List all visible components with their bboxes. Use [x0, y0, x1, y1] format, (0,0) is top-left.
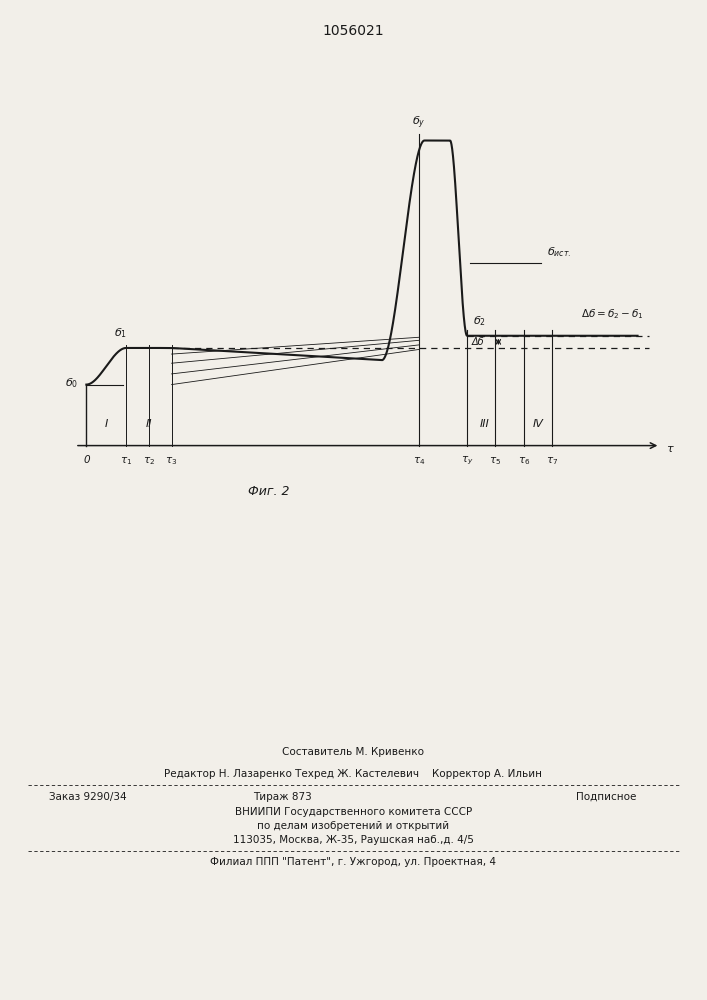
Text: Фиг. 2: Фиг. 2 [248, 485, 289, 498]
Text: Подписное: Подписное [576, 792, 636, 802]
Text: IV: IV [532, 419, 544, 429]
Text: $τ_7$: $τ_7$ [547, 455, 559, 467]
Text: $τ_у$: $τ_у$ [461, 455, 474, 467]
Text: II: II [146, 419, 152, 429]
Text: $τ_6$: $τ_6$ [518, 455, 530, 467]
Text: ВНИИПИ Государственного комитета СССР: ВНИИПИ Государственного комитета СССР [235, 807, 472, 817]
Text: 113035, Москва, Ж-35, Раушская наб.,д. 4/5: 113035, Москва, Ж-35, Раушская наб.,д. 4… [233, 835, 474, 845]
Text: $б_2$: $б_2$ [473, 314, 486, 328]
Text: Тираж 873: Тираж 873 [253, 792, 312, 802]
Text: III: III [479, 419, 489, 429]
Text: $Δб=б_2-б_1$: $Δб=б_2-б_1$ [580, 307, 643, 321]
Text: Заказ 9290/34: Заказ 9290/34 [49, 792, 127, 802]
Text: 1056021: 1056021 [322, 24, 385, 38]
Text: $б_у$: $б_у$ [412, 115, 426, 131]
Text: Δб: Δб [472, 337, 484, 347]
Text: Редактор Н. Лазаренко Техред Ж. Кастелевич    Корректор А. Ильин: Редактор Н. Лазаренко Техред Ж. Кастелев… [165, 769, 542, 779]
Text: $τ$: $τ$ [666, 444, 674, 454]
Text: $τ_4$: $τ_4$ [413, 455, 425, 467]
Text: $τ_5$: $τ_5$ [489, 455, 501, 467]
Text: $б_{ист.}$: $б_{ист.}$ [547, 246, 571, 259]
Text: I: I [105, 419, 108, 429]
Text: Составитель М. Кривенко: Составитель М. Кривенко [283, 747, 424, 757]
Text: 0: 0 [83, 455, 90, 465]
Text: $б_1$: $б_1$ [114, 327, 127, 340]
Text: $τ_1$: $τ_1$ [120, 455, 132, 467]
Text: $τ_3$: $τ_3$ [165, 455, 177, 467]
Text: по делам изобретений и открытий: по делам изобретений и открытий [257, 821, 450, 831]
Text: $б_0$: $б_0$ [64, 376, 78, 390]
Text: $τ_2$: $τ_2$ [143, 455, 155, 467]
Text: Филиал ППП "Патент", г. Ужгород, ул. Проектная, 4: Филиал ППП "Патент", г. Ужгород, ул. Про… [211, 857, 496, 867]
